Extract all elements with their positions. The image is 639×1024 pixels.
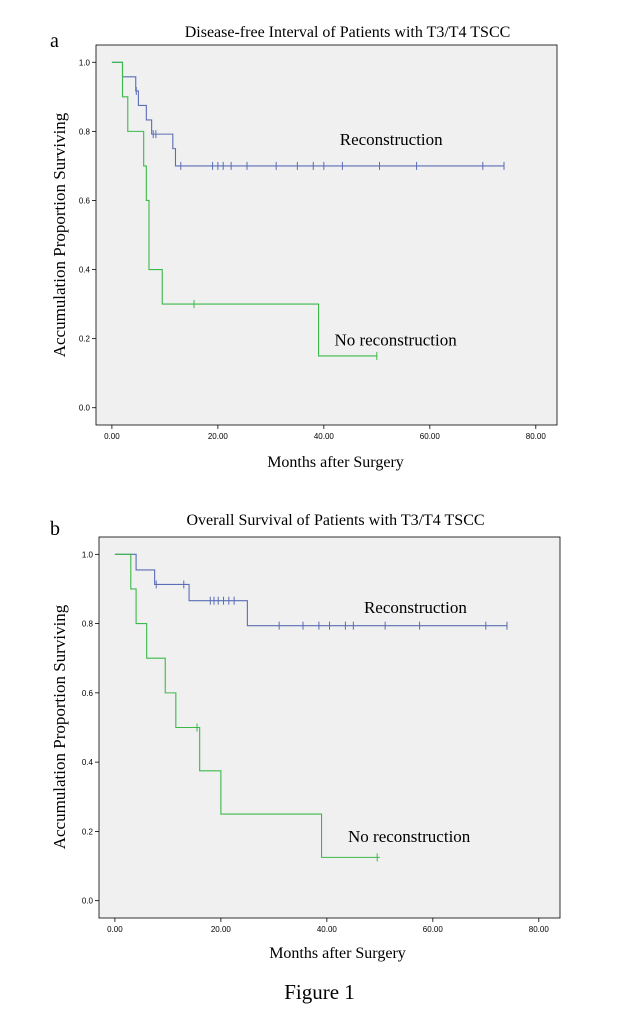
series-label: Reconstruction bbox=[364, 598, 467, 617]
y-tick-label: 0.0 bbox=[79, 404, 91, 413]
y-tick-label: 0.6 bbox=[82, 689, 94, 698]
x-tick-label: 0.00 bbox=[104, 432, 120, 441]
series-label: No reconstruction bbox=[334, 331, 457, 350]
y-tick-label: 1.0 bbox=[79, 58, 91, 67]
y-tick-label: 0.4 bbox=[79, 266, 91, 275]
panel-letter: a bbox=[50, 30, 59, 52]
y-tick-label: 0.8 bbox=[82, 620, 94, 629]
chart-title: Disease-free Interval of Patients with T… bbox=[184, 24, 511, 41]
x-axis-label: Months after Surgery bbox=[269, 945, 406, 962]
chart-plot: 0.0 0.2 0.4 0.6 0.8 1.0 0.00 20.00 40.00 60.00 80.… bbox=[82, 536, 561, 934]
x-tick-label: 20.00 bbox=[208, 432, 229, 441]
figure-caption: Figure 1 bbox=[284, 980, 355, 1004]
series-line bbox=[111, 61, 377, 357]
plot-area bbox=[95, 44, 558, 426]
plot-area bbox=[98, 536, 561, 919]
x-tick-label: 40.00 bbox=[317, 925, 338, 934]
y-tick-label: 0.8 bbox=[79, 127, 91, 136]
x-tick-label: 80.00 bbox=[526, 432, 547, 441]
x-tick-label: 80.00 bbox=[529, 925, 550, 934]
x-tick-label: 40.00 bbox=[314, 432, 335, 441]
series-label: Reconstruction bbox=[340, 130, 443, 149]
y-tick-label: 1.0 bbox=[82, 550, 94, 559]
y-tick-label: 0.0 bbox=[82, 897, 94, 906]
chart-plot: 0.0 0.2 0.4 0.6 0.8 1.0 0.00 20.00 40.00 60.00 80.… bbox=[79, 44, 558, 441]
series-line bbox=[114, 553, 380, 858]
panel-letter: b bbox=[50, 518, 60, 540]
y-tick-label: 0.2 bbox=[82, 827, 94, 836]
x-tick-label: 0.00 bbox=[107, 925, 123, 934]
y-tick-label: 0.6 bbox=[79, 196, 91, 205]
x-tick-label: 60.00 bbox=[423, 925, 444, 934]
chart-title: Overall Survival of Patients with T3/T4 … bbox=[186, 512, 485, 529]
panel-a: a Disease-free Interval of Patients with… bbox=[0, 0, 639, 490]
panel-b: b Overall Survival of Patients with T3/T… bbox=[0, 500, 639, 980]
series-label: No reconstruction bbox=[348, 827, 471, 846]
x-tick-label: 60.00 bbox=[420, 432, 441, 441]
x-axis-label: Months after Surgery bbox=[267, 454, 404, 471]
y-tick-label: 0.2 bbox=[79, 335, 91, 344]
x-tick-label: 20.00 bbox=[211, 925, 232, 934]
series-line bbox=[114, 553, 508, 627]
series-line bbox=[111, 61, 505, 167]
y-tick-label: 0.4 bbox=[82, 758, 94, 767]
